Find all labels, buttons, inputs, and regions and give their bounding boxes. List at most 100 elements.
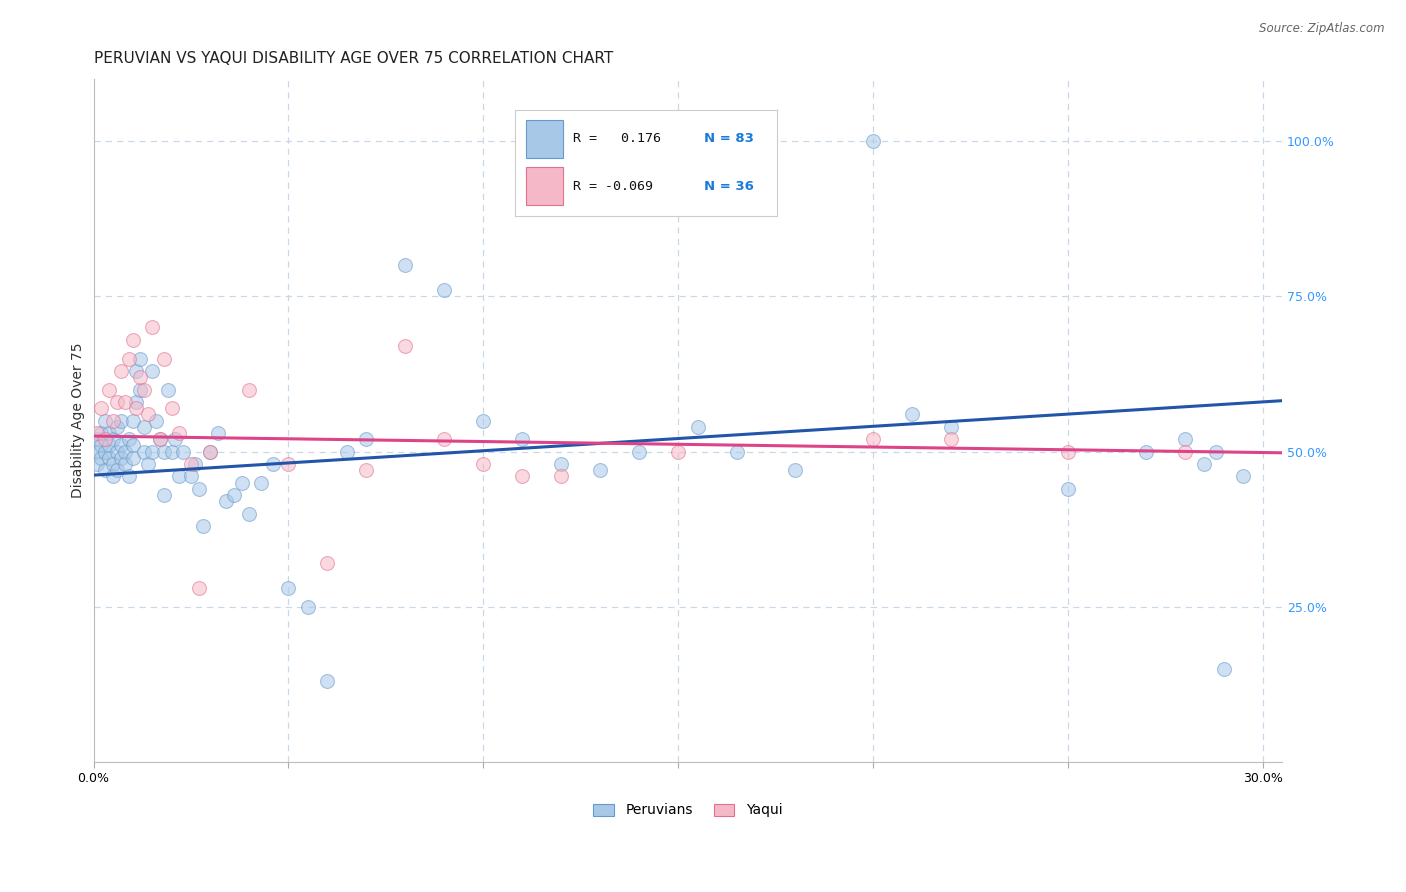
Point [152,444,174,458]
Point [90,450,112,465]
Point [110,438,132,452]
Point [472,457,495,471]
Point [187,482,209,496]
Point [200,444,222,458]
Point [105,395,128,409]
Point [94,444,117,458]
Point [121,413,143,427]
Point [510,469,533,483]
Point [129,383,152,397]
Point [1205,444,1227,458]
Point [180,457,202,471]
Point [86,432,108,446]
Point [316,556,339,570]
Point [1056,444,1078,458]
Point [134,383,156,397]
Point [110,413,132,427]
Point [316,674,339,689]
Point [550,457,572,471]
Point [129,370,152,384]
Point [121,333,143,347]
Point [90,401,112,416]
Point [250,475,273,490]
Point [277,581,299,595]
Point [141,364,163,378]
Point [862,432,884,446]
Point [86,457,108,471]
Point [238,383,260,397]
Point [121,438,143,452]
Point [90,438,112,452]
Point [117,351,139,366]
Point [160,401,183,416]
Point [94,463,117,477]
Point [433,283,456,297]
Point [262,457,284,471]
Text: PERUVIAN VS YAQUI DISABILITY AGE OVER 75 CORRELATION CHART: PERUVIAN VS YAQUI DISABILITY AGE OVER 75… [94,51,613,66]
Point [114,395,136,409]
Point [939,432,962,446]
Point [145,413,167,427]
Point [98,438,121,452]
Point [939,419,962,434]
Point [110,364,132,378]
Point [125,364,148,378]
Point [169,469,191,483]
Point [1056,482,1078,496]
Point [114,444,136,458]
Point [98,450,121,465]
Point [117,432,139,446]
Point [152,488,174,502]
Point [156,383,179,397]
Point [134,444,156,458]
Point [783,463,806,477]
Point [160,444,183,458]
Point [1135,444,1157,458]
Point [550,469,572,483]
Point [129,351,152,366]
Point [1174,444,1197,458]
Point [356,432,378,446]
Point [101,469,124,483]
Point [215,494,238,508]
Point [472,413,495,427]
Point [136,457,159,471]
Point [356,463,378,477]
Point [101,432,124,446]
Point [172,444,194,458]
Point [125,401,148,416]
Point [98,383,121,397]
Point [98,425,121,440]
Point [222,488,245,502]
Point [862,135,884,149]
Point [110,450,132,465]
Point [121,450,143,465]
Point [105,444,128,458]
Point [86,444,108,458]
Text: Source: ZipAtlas.com: Source: ZipAtlas.com [1260,22,1385,36]
Point [86,425,108,440]
Point [184,457,207,471]
Y-axis label: Disability Age Over 75: Disability Age Over 75 [72,343,86,499]
Point [191,519,214,533]
Point [134,419,156,434]
Point [125,395,148,409]
Point [231,475,253,490]
Point [1232,469,1254,483]
Point [149,432,172,446]
Point [165,432,187,446]
Point [105,463,128,477]
Point [169,425,191,440]
Legend: Peruvians, Yaqui: Peruvians, Yaqui [588,798,787,823]
Point [94,413,117,427]
Point [238,507,260,521]
Point [141,444,163,458]
Point [187,581,209,595]
Point [725,444,748,458]
Point [180,469,202,483]
Point [510,432,533,446]
Point [589,463,612,477]
Point [105,419,128,434]
Point [1174,432,1197,446]
Point [1212,662,1234,676]
